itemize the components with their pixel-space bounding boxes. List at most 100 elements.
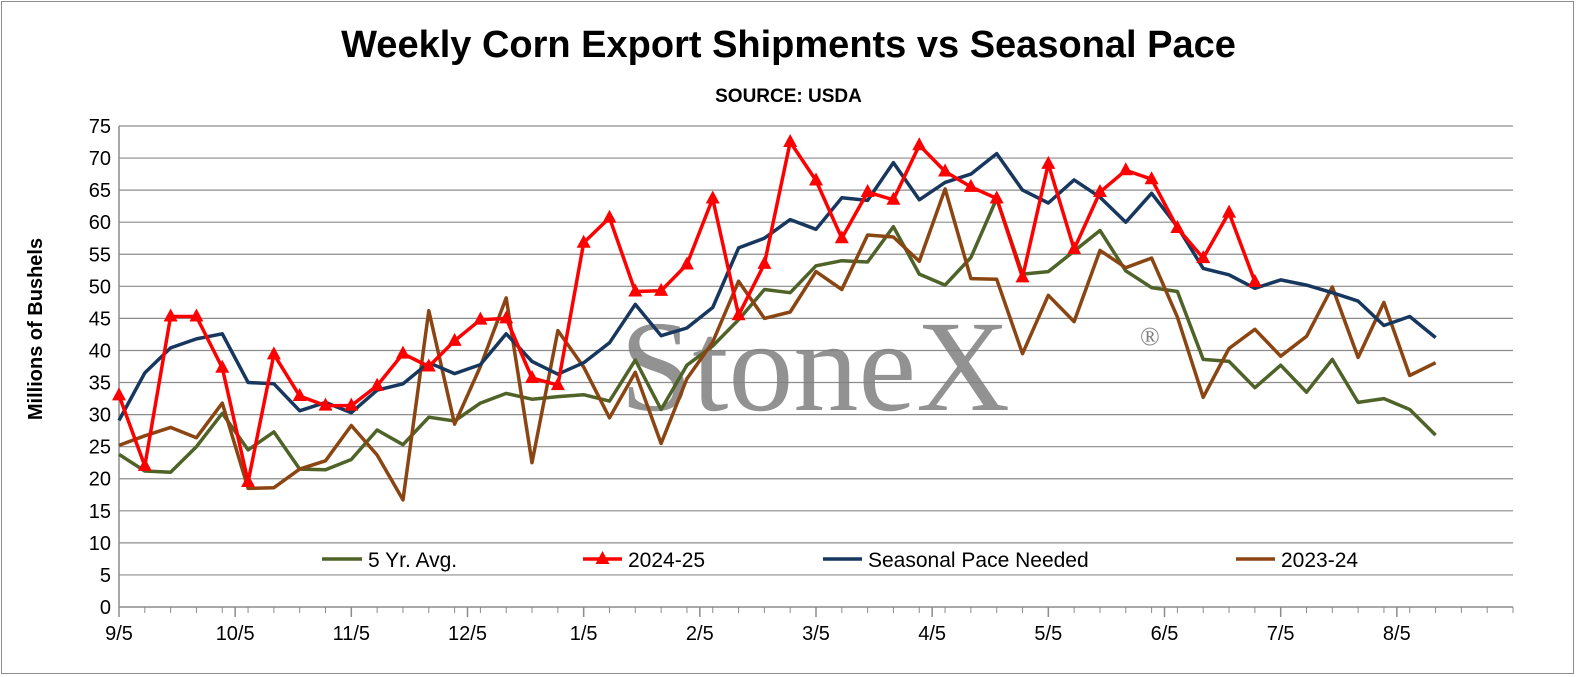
series-5-yr-avg- <box>118 196 1437 475</box>
x-tick-label: 3/5 <box>802 623 830 645</box>
x-tick-label: 10/5 <box>216 623 255 645</box>
data-point-marker <box>550 377 565 391</box>
legend: 5 Yr. Avg. 2024-25 Seasonal Pace Needed 202… <box>322 549 1358 572</box>
data-point-marker <box>679 256 694 270</box>
chart-subtitle: SOURCE: USDA <box>715 86 862 107</box>
y-tick-label: 70 <box>89 148 111 170</box>
y-tick-label: 55 <box>89 244 111 266</box>
y-tick-label: 15 <box>89 501 111 523</box>
data-point-marker <box>989 190 1004 204</box>
y-tick-label: 75 <box>89 116 111 138</box>
series-line <box>117 151 1437 422</box>
series-layer <box>112 134 1437 502</box>
x-tick-label: 7/5 <box>1267 623 1295 645</box>
data-point-marker <box>447 332 462 346</box>
data-point-marker <box>473 311 488 325</box>
y-tick-label: 20 <box>89 469 111 491</box>
y-tick-label: 40 <box>89 340 111 362</box>
y-tick-label: 60 <box>89 212 111 234</box>
data-point-marker <box>370 377 385 391</box>
data-point-marker <box>938 163 953 177</box>
legend-item: 5 Yr. Avg. <box>322 549 457 572</box>
data-point-marker <box>215 359 230 373</box>
x-tick-label: 5/5 <box>1034 623 1062 645</box>
data-point-marker <box>318 397 333 411</box>
legend-item: 2024-25 <box>583 549 705 572</box>
axes: 0 5 10 15 20 25 30 35 40 45 50 55 60 65 70 75 9/5 10/5 11/… <box>89 116 1514 645</box>
x-tick-label: 11/5 <box>333 623 370 645</box>
watermark-registered-mark: ® <box>1140 322 1160 351</box>
x-tick-label: 12/5 <box>448 623 487 645</box>
gridlines <box>119 125 1513 576</box>
data-point-marker <box>628 283 643 297</box>
data-point-marker <box>809 172 823 186</box>
data-point-marker <box>525 370 540 384</box>
legend-marker <box>595 551 610 564</box>
data-point-marker <box>137 457 152 471</box>
data-point-marker <box>163 308 178 322</box>
legend-label: 2024-25 <box>628 549 705 572</box>
x-tick-label: 8/5 <box>1383 623 1411 645</box>
legend-label: 2023-24 <box>1281 549 1358 572</box>
data-point-marker <box>1170 219 1185 233</box>
data-point-marker <box>1041 155 1056 169</box>
data-point-marker <box>1144 171 1159 185</box>
data-point-marker <box>1118 162 1133 176</box>
legend-item: 2023-24 <box>1236 549 1358 572</box>
data-point-marker <box>654 282 669 296</box>
data-point-marker <box>1247 273 1262 287</box>
data-point-marker <box>963 178 978 192</box>
y-tick-label: 30 <box>89 405 111 427</box>
data-point-marker <box>189 308 204 322</box>
legend-label: Seasonal Pace Needed <box>868 549 1089 572</box>
series-line <box>118 187 1437 502</box>
y-tick-label: 45 <box>89 308 111 330</box>
x-tick-label: 6/5 <box>1151 623 1179 645</box>
data-point-marker <box>1196 250 1211 264</box>
x-tick-label: 9/5 <box>105 623 133 645</box>
data-point-marker <box>1092 184 1107 198</box>
x-tick-label: 1/5 <box>570 623 598 645</box>
y-tick-label: 10 <box>89 533 111 555</box>
data-point-marker <box>705 190 720 204</box>
data-point-marker <box>1222 204 1237 218</box>
data-point-marker <box>292 388 307 402</box>
data-point-marker <box>395 345 410 359</box>
y-tick-label: 35 <box>89 373 111 395</box>
data-point-marker <box>421 358 436 372</box>
series-2023-24 <box>118 187 1437 502</box>
data-point-marker <box>112 387 126 401</box>
data-point-marker <box>912 137 927 151</box>
data-point-marker <box>602 209 617 223</box>
series-seasonal-pace-needed <box>117 151 1437 422</box>
data-point-marker <box>499 310 514 324</box>
y-tick-label: 5 <box>100 565 111 587</box>
data-point-marker <box>860 184 875 198</box>
chart-title: Weekly Corn Export Shipments vs Seasonal… <box>341 24 1236 66</box>
data-point-marker <box>783 134 798 148</box>
data-point-marker <box>241 473 256 487</box>
series-line <box>118 196 1437 475</box>
x-tick-label: 4/5 <box>918 623 946 645</box>
watermark-text: StoneX <box>620 295 1010 439</box>
data-point-marker <box>757 255 772 269</box>
y-tick-label: 25 <box>89 437 111 459</box>
data-point-marker <box>344 397 359 411</box>
x-tick-label: 2/5 <box>686 623 714 645</box>
legend-item: Seasonal Pace Needed <box>823 549 1089 572</box>
series-2024-25 <box>112 134 1262 487</box>
data-point-marker <box>576 234 591 248</box>
y-tick-label: 65 <box>89 180 111 202</box>
legend-label: 5 Yr. Avg. <box>368 549 457 572</box>
y-axis-label: Millions of Bushels <box>25 238 47 420</box>
data-point-marker <box>886 191 901 205</box>
data-point-marker <box>266 346 281 360</box>
data-point-marker <box>731 307 746 321</box>
data-point-marker <box>1067 241 1082 255</box>
data-point-marker <box>1015 269 1030 283</box>
y-tick-label: 50 <box>89 276 111 298</box>
data-point-marker <box>834 230 849 244</box>
y-tick-label: 0 <box>100 597 111 619</box>
